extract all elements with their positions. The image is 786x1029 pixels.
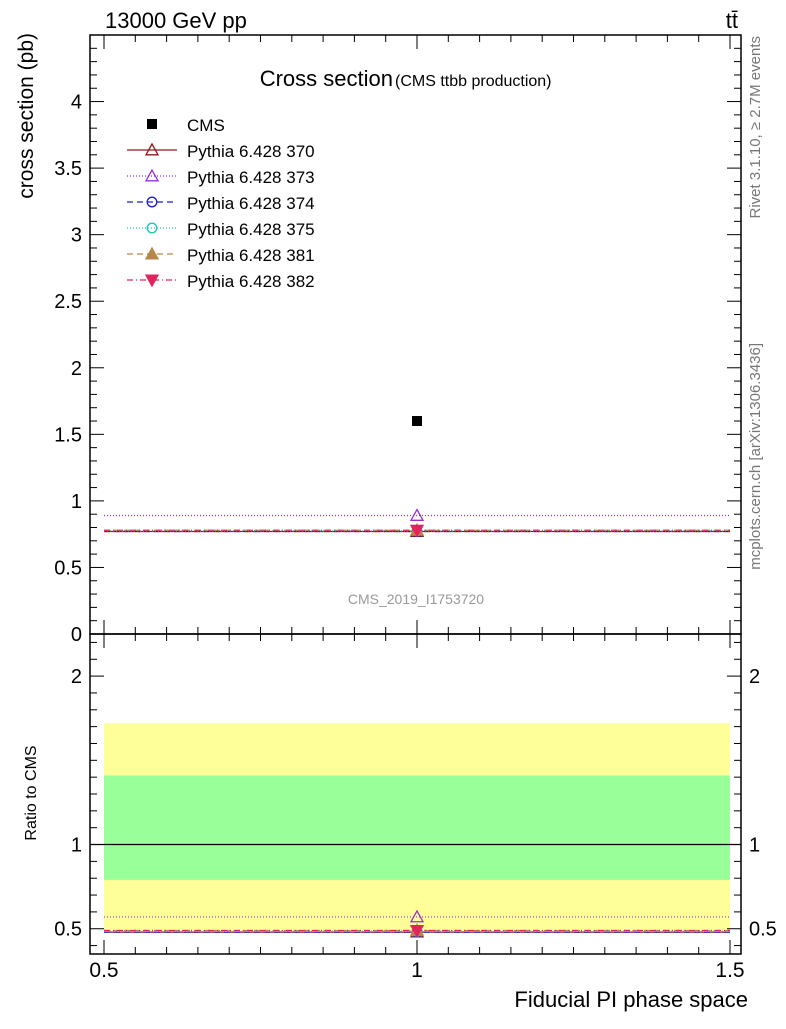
watermark: CMS_2019_I1753720 [348,591,484,607]
main-ytick-label: 0.5 [54,557,82,579]
ratio-ytick-label-left: 0.5 [54,919,82,941]
legend-marker-2 [146,196,158,208]
legend-label-cms: CMS [187,116,225,135]
main-series-marker-5 [409,524,425,538]
legend-marker-cms [147,119,157,129]
ratio-y-axis-label: Ratio to CMS [23,745,40,840]
legend-marker-5 [144,274,160,288]
main-ytick-label: 2.5 [54,291,82,313]
legend-label-2: Pythia 6.428 374 [187,194,315,213]
x-axis-label: Fiducial PI phase space [514,987,748,1012]
cms-data-point [412,416,422,427]
xtick-label: 0.5 [89,959,118,982]
legend-marker-3 [146,222,158,234]
ratio-series-marker-5 [409,924,425,938]
main-ytick-label: 3.5 [54,158,82,180]
legend-marker-4 [144,246,160,260]
main-ytick-label: 2 [71,358,82,380]
process-label: tt̄ [726,8,738,33]
ratio-ytick-label-right: 1 [749,835,760,857]
legend-label-0: Pythia 6.428 370 [187,142,315,161]
main-ytick-label: 1.5 [54,424,82,446]
legend-label-3: Pythia 6.428 375 [187,220,315,239]
legend-label-5: Pythia 6.428 382 [187,272,315,291]
xtick-label: 1 [411,959,423,982]
legend-label-4: Pythia 6.428 381 [187,246,315,265]
main-title: Cross section [260,66,393,91]
ratio-series-marker-1 [409,909,425,923]
main-series-marker-1 [409,508,425,521]
ratio-ytick-label-left: 2 [71,666,82,688]
ratio-band-inner [104,775,730,880]
main-ytick-label: 4 [71,92,82,114]
mcplots-label: mcplots.cern.ch [arXiv:1306.3436] [747,343,764,570]
energy-label: 13000 GeV pp [105,8,247,33]
ratio-ytick-label-left: 1 [71,835,82,857]
main-y-axis-label: cross section (pb) [15,33,38,199]
rivet-label: Rivet 3.1.10, ≥ 2.7M events [747,36,764,219]
main-ytick-label: 3 [71,225,82,247]
ratio-ytick-label-right: 2 [749,666,760,688]
legend-marker-0 [144,142,160,156]
legend-label-1: Pythia 6.428 373 [187,168,315,187]
ratio-ytick-label-right: 0.5 [749,919,777,941]
xtick-label: 1.5 [715,959,744,982]
main-ytick-label: 1 [71,491,82,513]
main-ytick-label: 0 [71,624,82,646]
main-subtitle: (CMS ttbb production) [395,73,552,90]
legend-marker-1 [144,168,160,182]
